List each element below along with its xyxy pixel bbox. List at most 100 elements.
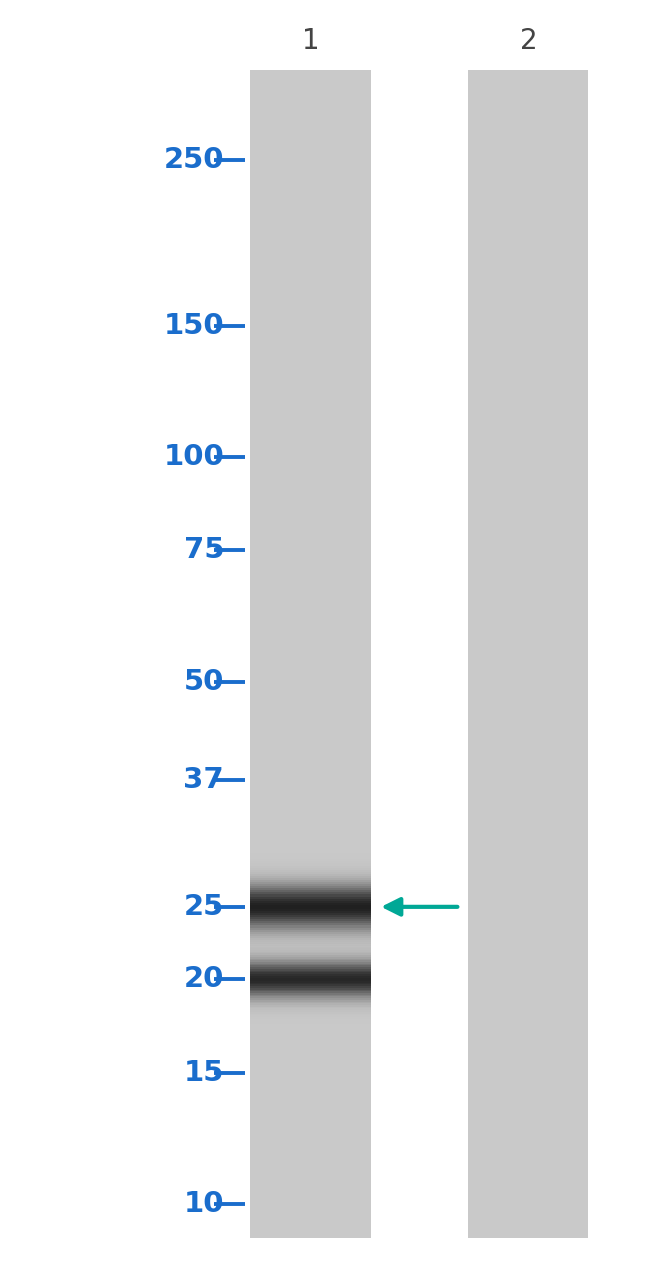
Bar xyxy=(250,907,370,909)
Bar xyxy=(250,930,370,931)
Bar xyxy=(250,876,370,878)
Bar xyxy=(250,942,370,944)
Text: 50: 50 xyxy=(184,668,224,696)
Bar xyxy=(250,899,370,900)
Bar xyxy=(250,1007,370,1008)
Bar xyxy=(250,988,370,989)
Bar xyxy=(250,932,370,935)
Bar xyxy=(250,893,370,894)
Bar xyxy=(250,857,370,860)
Bar xyxy=(250,950,370,952)
Bar xyxy=(250,959,370,960)
Bar xyxy=(250,878,370,880)
Bar xyxy=(250,900,370,903)
Bar xyxy=(250,983,370,984)
Bar xyxy=(250,864,370,866)
Bar xyxy=(250,989,370,992)
Bar xyxy=(250,949,370,950)
Bar xyxy=(468,70,588,1238)
Bar xyxy=(250,964,370,965)
Bar xyxy=(250,980,370,983)
Bar xyxy=(250,998,370,999)
Bar xyxy=(250,917,370,919)
Bar xyxy=(250,966,370,969)
Bar xyxy=(250,913,370,916)
Bar xyxy=(250,963,370,965)
Bar xyxy=(250,847,370,848)
Bar xyxy=(250,939,370,940)
Bar xyxy=(250,1021,370,1022)
Bar xyxy=(250,944,370,945)
Bar xyxy=(250,70,370,1238)
Bar xyxy=(250,956,370,959)
Bar xyxy=(250,949,370,950)
Bar xyxy=(250,909,370,911)
Text: 37: 37 xyxy=(183,766,224,794)
Bar xyxy=(250,860,370,861)
Bar xyxy=(250,883,370,884)
Bar xyxy=(250,954,370,955)
Bar xyxy=(250,975,370,978)
Bar xyxy=(250,1010,370,1012)
Bar xyxy=(250,848,370,851)
Bar xyxy=(250,979,370,980)
Bar xyxy=(250,904,370,907)
Bar xyxy=(250,927,370,930)
Bar xyxy=(250,1008,370,1010)
Bar xyxy=(250,921,370,923)
Bar xyxy=(250,933,370,936)
Bar xyxy=(250,926,370,927)
Bar xyxy=(250,1027,370,1029)
Bar xyxy=(250,884,370,886)
Bar xyxy=(250,927,370,930)
Bar xyxy=(250,993,370,994)
Text: 20: 20 xyxy=(184,965,224,993)
Bar xyxy=(250,959,370,960)
Bar xyxy=(250,961,370,964)
Bar xyxy=(250,855,370,857)
Bar xyxy=(250,874,370,876)
Bar xyxy=(250,965,370,968)
Bar xyxy=(250,1002,370,1003)
Bar xyxy=(250,954,370,956)
Bar xyxy=(250,870,370,871)
Bar xyxy=(250,888,370,890)
Bar xyxy=(250,969,370,970)
Bar xyxy=(250,940,370,941)
Bar xyxy=(250,946,370,949)
Text: 25: 25 xyxy=(184,893,224,921)
Bar xyxy=(250,968,370,969)
Bar xyxy=(250,911,370,913)
Text: 100: 100 xyxy=(164,443,224,471)
Bar xyxy=(250,932,370,933)
Text: 15: 15 xyxy=(184,1058,224,1087)
Bar xyxy=(250,890,370,893)
Bar xyxy=(250,960,370,963)
Bar xyxy=(250,956,370,959)
Text: 1: 1 xyxy=(302,27,320,55)
Bar xyxy=(250,997,370,998)
Bar xyxy=(250,1022,370,1024)
Bar xyxy=(250,1003,370,1005)
Bar xyxy=(250,984,370,986)
Bar xyxy=(250,1026,370,1027)
Bar xyxy=(250,970,370,973)
Bar xyxy=(250,916,370,917)
Text: 2: 2 xyxy=(519,27,538,55)
Bar xyxy=(250,1029,370,1031)
Bar xyxy=(250,1019,370,1021)
Bar xyxy=(250,973,370,974)
Bar xyxy=(250,903,370,904)
Bar xyxy=(250,1017,370,1019)
Bar xyxy=(250,940,370,942)
Bar xyxy=(250,937,370,940)
Bar xyxy=(250,955,370,956)
Bar xyxy=(250,923,370,926)
Bar xyxy=(250,965,370,966)
Bar xyxy=(250,886,370,888)
Bar xyxy=(250,936,370,939)
Text: 250: 250 xyxy=(164,146,224,174)
Bar xyxy=(250,960,370,961)
Bar xyxy=(250,1005,370,1007)
Bar xyxy=(250,994,370,997)
